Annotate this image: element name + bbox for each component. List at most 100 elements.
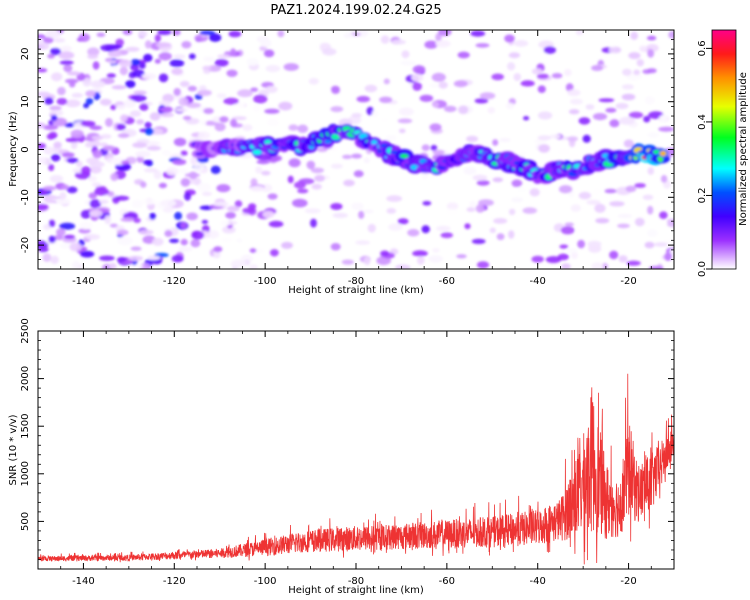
heatmap-cell: [196, 182, 211, 192]
heatmap-cell: [225, 212, 237, 219]
heatmap-cell: [522, 207, 538, 214]
heatmap-cell: [464, 223, 471, 230]
heatmap-cell: [90, 80, 106, 88]
snr-xtick-label: -40: [530, 576, 546, 587]
heatmap-cell: [475, 43, 490, 48]
heatmap-cell: [342, 154, 353, 159]
heatmap-cell: [190, 239, 201, 248]
heatmap-cell: [268, 220, 284, 228]
heatmap-cell: [53, 141, 62, 149]
heatmap-cell: [83, 103, 90, 109]
heatmap-cell: [143, 53, 153, 62]
heatmap-cell: [668, 31, 674, 39]
heatmap-cell: [432, 149, 445, 156]
heatmap-cell: [86, 157, 100, 165]
heatmap-cell: [397, 218, 409, 225]
heatmap-cell: [213, 246, 223, 253]
heatmap-cell: [191, 230, 205, 240]
heatmap-cell: [217, 54, 230, 59]
heatmap-cell: [364, 84, 378, 93]
heatmap-cell: [476, 261, 490, 269]
heatmap-cell: [380, 35, 390, 44]
heatmap-cell: [213, 201, 229, 207]
heatmap-cell: [122, 30, 133, 36]
heatmap-cell: [79, 221, 93, 230]
heatmap-cell: [358, 210, 365, 219]
heatmap-cell: [43, 185, 57, 191]
heatmap-cell: [178, 97, 189, 107]
heatmap-cell: [216, 93, 227, 99]
heatmap-cell: [499, 137, 511, 143]
heatmap-cell: [636, 59, 644, 67]
heatmap-cell: [146, 145, 161, 151]
heatmap-cell: [87, 47, 100, 56]
heatmap-cell: [199, 119, 207, 126]
heatmap-cell: [202, 65, 212, 71]
heatmap-cell: [47, 53, 55, 59]
heatmap-cell: [98, 199, 109, 204]
figure-title: PAZ1.2024.199.02.24.G25: [270, 3, 441, 18]
heatmap-cell: [270, 249, 279, 257]
heatmap-cell: [43, 36, 54, 44]
heatmap-cell: [471, 238, 486, 244]
heatmap-cell: [646, 68, 657, 74]
heatmap-cell: [116, 229, 129, 236]
heatmap-cell: [117, 133, 130, 139]
heatmap-cell: [429, 123, 442, 131]
heatmap-cell: [173, 137, 187, 147]
heatmap-cell: [648, 265, 664, 269]
heatmap-cell: [383, 78, 390, 85]
heatmap-cell: [42, 124, 59, 131]
heatmap-cell: [222, 226, 236, 234]
heatmap-cell: [237, 89, 253, 98]
heatmap-cell: [617, 223, 630, 229]
heatmap-cell: [264, 108, 280, 114]
heatmap-cell: [664, 252, 672, 261]
heatmap-cell: [578, 117, 591, 125]
heatmap-cell-peak: [195, 151, 205, 156]
heatmap-cell: [577, 239, 585, 249]
heatmap-cell: [367, 223, 376, 233]
heatmap-cell: [563, 69, 572, 77]
heatmap-cell: [160, 199, 177, 207]
heatmap-cell: [294, 181, 306, 189]
heatmap-cell: [133, 90, 147, 96]
spectrogram-xtick-label: -140: [72, 276, 95, 287]
heatmap-cell: [281, 241, 293, 249]
heatmap-cell: [592, 113, 608, 121]
heatmap-cell: [496, 233, 505, 241]
heatmap-cell: [206, 230, 220, 239]
heatmap-cell: [411, 73, 424, 82]
heatmap-cell: [587, 240, 602, 248]
heatmap-cell: [182, 115, 192, 121]
heatmap-cell: [40, 189, 48, 195]
heatmap-cell: [193, 163, 205, 172]
heatmap-cell: [647, 167, 655, 175]
heatmap-cell: [219, 116, 229, 123]
heatmap-cell: [70, 142, 78, 150]
heatmap-cell: [59, 222, 76, 230]
heatmap-cell: [463, 166, 477, 175]
heatmap-cell: [260, 39, 272, 48]
heatmap-cell: [223, 97, 239, 105]
heatmap-cell: [132, 142, 148, 149]
heatmap-cell: [138, 229, 154, 235]
heatmap-cell: [220, 220, 230, 227]
heatmap-cell: [228, 30, 242, 38]
heatmap-cell: [44, 97, 54, 105]
heatmap-cell: [153, 170, 162, 180]
heatmap-cell: [230, 118, 238, 128]
heatmap-cell: [50, 47, 61, 56]
snr-ytick-label: 2500: [20, 318, 31, 343]
heatmap-cell: [82, 77, 92, 87]
heatmap-cell: [210, 165, 221, 174]
heatmap-cell: [429, 83, 439, 88]
colorbar-tick-label: 0.4: [697, 114, 708, 130]
heatmap-cell: [398, 107, 414, 116]
heatmap-cell: [71, 92, 84, 98]
heatmap-cell: [94, 188, 110, 196]
heatmap-cell: [56, 228, 66, 237]
heatmap-cell: [513, 73, 522, 82]
spectrogram-xtick-label: -40: [530, 276, 546, 287]
